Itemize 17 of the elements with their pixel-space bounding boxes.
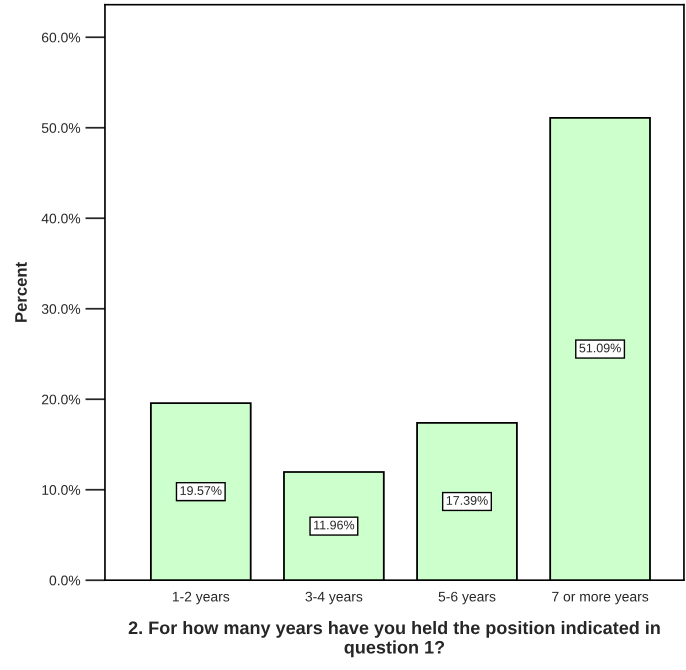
x-axis-title: 2. For how many years have you held the position indicated in question 1?: [128, 620, 660, 658]
y-tick-label: 30.0%: [42, 304, 80, 314]
y-tick-label: 0.0%: [50, 576, 80, 586]
x-tick-label: 7 or more years: [552, 592, 648, 604]
y-tick-label: 50.0%: [42, 123, 80, 133]
y-tick-label: 40.0%: [42, 214, 80, 224]
data-label: 17.39%: [446, 496, 488, 505]
y-tick-label: 10.0%: [42, 485, 80, 495]
x-tick-label: 5-6 years: [438, 592, 496, 604]
y-tick-label: 60.0%: [42, 32, 80, 42]
x-tick-label: 3-4 years: [305, 592, 362, 604]
x-tick-label: 1-2 years: [172, 592, 230, 604]
y-axis-title: Percent: [15, 262, 27, 322]
y-tick-label: 20.0%: [42, 394, 80, 404]
data-label: 51.09%: [579, 344, 621, 352]
data-label: 11.96%: [314, 520, 354, 530]
data-label: 19.57%: [180, 486, 222, 496]
